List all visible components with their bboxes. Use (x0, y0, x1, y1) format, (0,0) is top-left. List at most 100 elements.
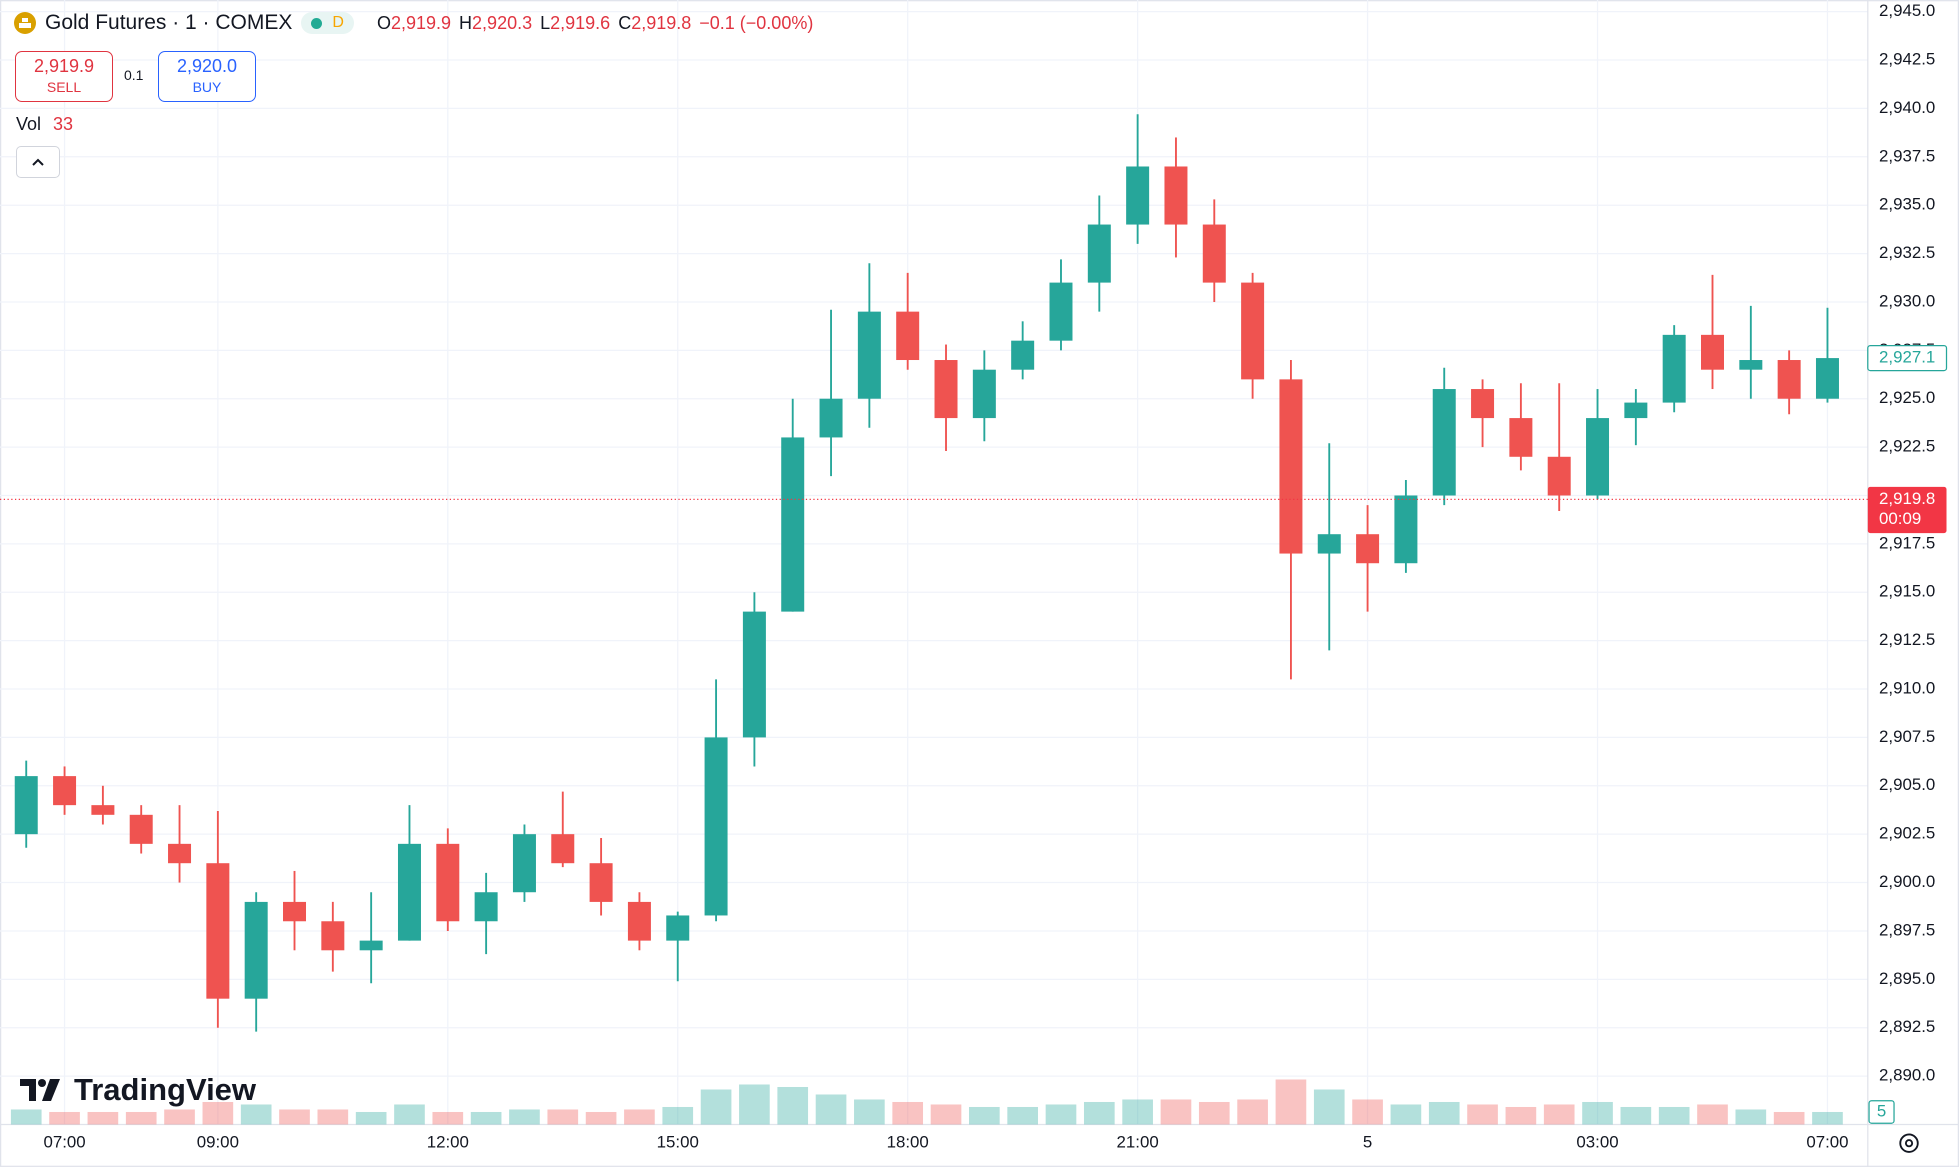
volume-bar (854, 1099, 885, 1125)
countdown: 00:09 (1879, 509, 1921, 528)
spread: 0.1 (124, 67, 144, 83)
volume-bar (1582, 1101, 1613, 1125)
candle-body (1011, 340, 1035, 370)
volume-bar (662, 1106, 694, 1125)
settings-icon[interactable] (1899, 1133, 1919, 1153)
y-tick-label: 2,912.5 (1879, 630, 1935, 649)
volume-bar (1505, 1106, 1537, 1125)
volume-bar (1467, 1104, 1498, 1125)
volume-bar (87, 1111, 119, 1125)
candle-body (1509, 418, 1533, 457)
volume-bar (394, 1104, 425, 1125)
candle-body (512, 834, 536, 893)
y-tick-label: 2,890.0 (1879, 1066, 1935, 1085)
sell-price: 2,919.9 (33, 55, 95, 76)
candle-body (129, 814, 153, 844)
candle-body (244, 901, 268, 999)
watermark-text: TradingView (74, 1072, 257, 1107)
ohlc-key: C (618, 12, 632, 33)
candle-body (14, 776, 38, 835)
x-tick-label: 07:00 (1806, 1133, 1848, 1152)
candle-body (1049, 282, 1073, 341)
y-tick-label: 2,892.5 (1879, 1017, 1935, 1036)
ohlc-key: O (376, 12, 391, 33)
status-pill[interactable]: D (301, 12, 354, 34)
candle-body (1126, 166, 1150, 225)
candle-body (1815, 358, 1839, 399)
candle-body (1547, 456, 1571, 496)
volume-bar (1773, 1111, 1805, 1125)
candle-body (206, 863, 230, 999)
volume-bar (355, 1111, 387, 1125)
y-tick-label: 2,905.0 (1879, 775, 1935, 794)
candle-body (1317, 534, 1341, 554)
volume-bar (1390, 1104, 1422, 1125)
ohlc-item: H2,920.3 (459, 13, 532, 34)
header: Gold Futures · 1 · COMEX D O2,919.9 H2,9… (14, 11, 813, 35)
candle-body (1586, 418, 1610, 496)
volume-bar (432, 1111, 464, 1125)
volume-bar (930, 1104, 962, 1125)
buy-button[interactable]: 2,920.0 BUY (158, 51, 256, 102)
volume-bar (10, 1109, 42, 1125)
x-tick-label: 21:00 (1117, 1133, 1159, 1152)
volume-tick-box (1868, 1100, 1895, 1124)
candle-body (589, 863, 613, 902)
volume-bar (1658, 1106, 1690, 1125)
candle-body (742, 611, 766, 738)
candle-body (91, 805, 115, 815)
candle-body (896, 311, 920, 361)
candle-body (1164, 166, 1188, 225)
volume-bar (700, 1089, 732, 1125)
volume-bar (164, 1109, 195, 1125)
candle-body (666, 915, 690, 941)
volume-bar (585, 1111, 617, 1125)
ohlc-item: L2,919.6 (540, 13, 610, 34)
volume-tick-label: 5 (1877, 1101, 1886, 1120)
y-tick-label: 2,937.5 (1879, 146, 1935, 165)
volume-bar (317, 1109, 349, 1125)
candle-body (436, 843, 460, 922)
collapse-button[interactable] (16, 146, 60, 178)
chevron (32, 158, 44, 166)
volume-bar (1083, 1101, 1115, 1125)
candle-body (1432, 389, 1456, 496)
y-tick-label: 2,910.0 (1879, 678, 1935, 697)
ohlc-key: L (540, 12, 551, 33)
volume-bar (1812, 1111, 1843, 1125)
x-tick-label: 18:00 (887, 1133, 929, 1152)
y-tick-label: 2,897.5 (1879, 920, 1935, 939)
volume-bar (547, 1109, 579, 1125)
volume-bar (1428, 1101, 1460, 1125)
volume-bar (470, 1111, 502, 1125)
volume-bar (969, 1106, 1000, 1125)
marker-price-label: 2,927.1 (1879, 348, 1935, 367)
candle-body (551, 834, 575, 864)
y-tick-label: 2,925.0 (1879, 388, 1935, 407)
x-tick-label: 5 (1363, 1133, 1372, 1152)
candle-body (1624, 402, 1648, 419)
y-tick-label: 2,935.0 (1879, 195, 1935, 214)
buy-label: BUY (192, 78, 222, 95)
ohlc-value: 2,919.9 (390, 12, 452, 33)
candle-body (1087, 224, 1111, 283)
y-tick-label: 2,917.5 (1879, 533, 1935, 552)
watermark-logo (20, 1079, 60, 1101)
y-tick-label: 2,942.5 (1879, 49, 1935, 68)
badge: D (332, 14, 344, 31)
candle-body (1471, 389, 1495, 419)
candle-body (819, 398, 843, 438)
marker-price-box (1867, 344, 1948, 372)
candle-body (972, 369, 996, 419)
y-tick-label: 2,922.5 (1879, 437, 1935, 456)
volume-bar (892, 1101, 924, 1125)
candle-body (1394, 495, 1418, 564)
x-tick-label: 15:00 (657, 1133, 699, 1152)
symbol: Gold Futures · 1 · COMEX (45, 11, 293, 34)
buy-price: 2,920.0 (176, 55, 238, 76)
volume-bar (202, 1101, 234, 1125)
sell-button[interactable]: 2,919.9 SELL (15, 51, 113, 102)
